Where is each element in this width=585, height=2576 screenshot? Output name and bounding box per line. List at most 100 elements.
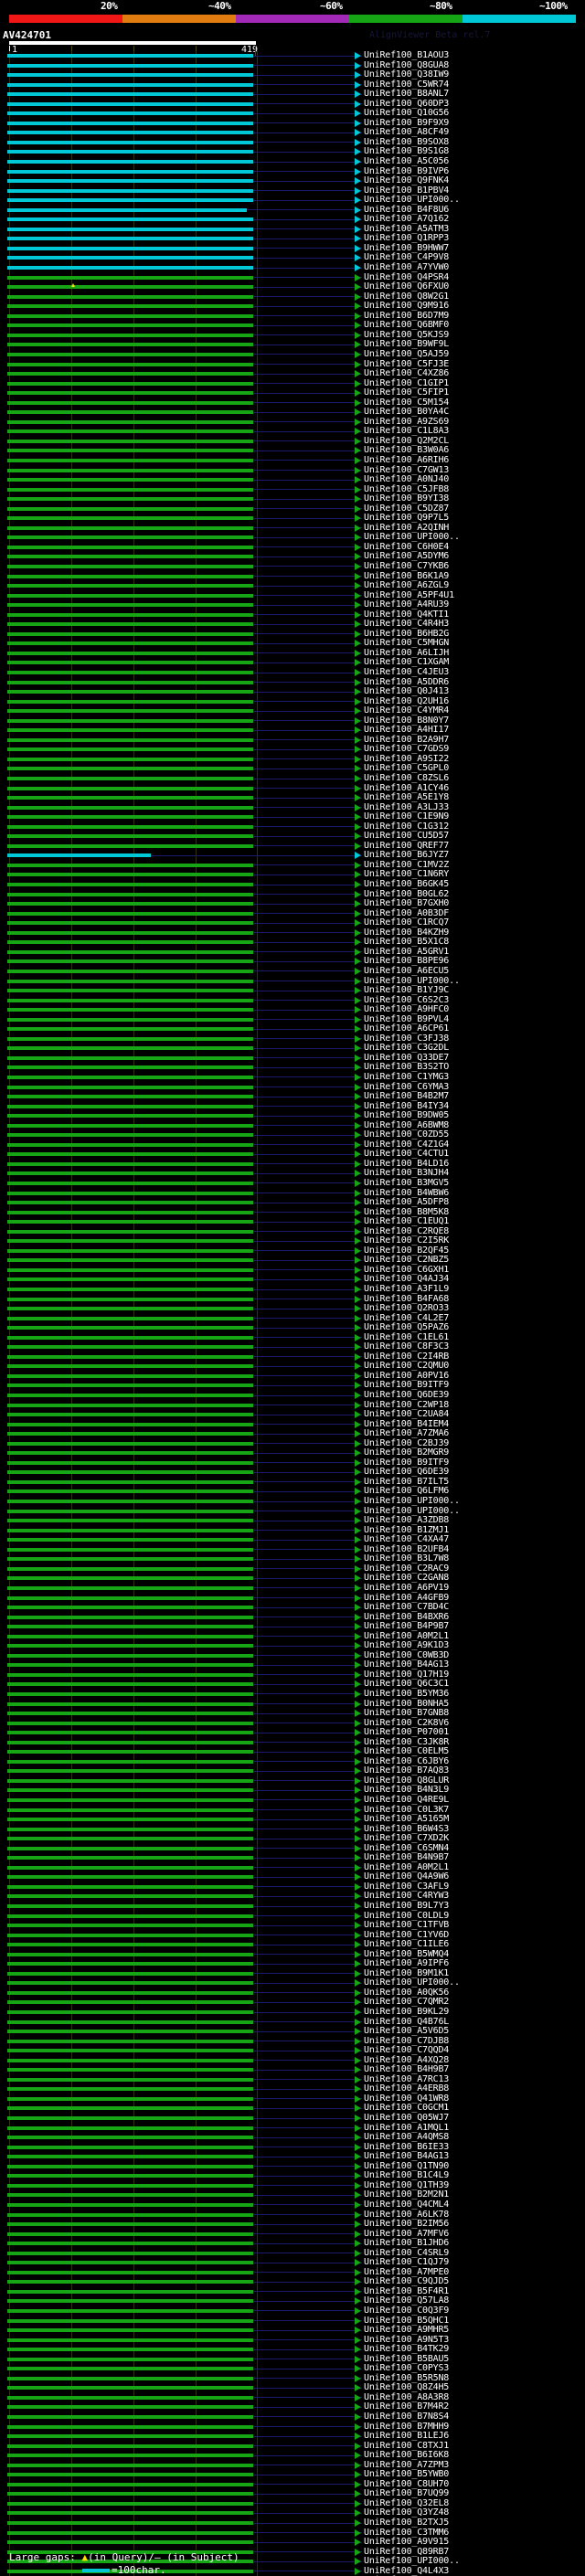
hit-bar[interactable] [7,1017,253,1022]
hit-label[interactable]: UniRef100_Q8GLUR [364,1775,450,1786]
hit-label[interactable]: UniRef100_A5E1Y8 [364,792,450,803]
hit-row[interactable]: UniRef100_B4N3L9 [0,1785,585,1796]
hit-label[interactable]: UniRef100_Q1RPP3 [364,233,450,244]
hit-bar[interactable] [7,140,253,144]
hit-row[interactable]: UniRef100_B5F4R1 [0,2286,585,2297]
hit-row[interactable]: UniRef100_C2QMU0 [0,1361,585,1372]
hit-label[interactable]: UniRef100_C5M154 [364,397,450,408]
hit-bar[interactable] [7,1267,253,1272]
hit-label[interactable]: UniRef100_B8N0Y7 [364,715,450,726]
hit-bar[interactable] [7,487,253,492]
hit-bar[interactable] [7,1171,253,1176]
hit-row[interactable]: UniRef100_B4LD16 [0,1158,585,1170]
hit-row[interactable]: UniRef100_B5X1C8 [0,937,585,948]
hit-row[interactable]: UniRef100_QREF77 [0,841,585,852]
hit-label[interactable]: UniRef100_B9ITF9 [364,1457,450,1468]
hit-bar[interactable] [7,853,151,858]
hit-row[interactable]: UniRef100_C5M154 [0,398,585,408]
hit-bar[interactable] [7,2376,253,2380]
hit-bar[interactable] [7,1500,253,1504]
hit-bar[interactable] [7,718,253,723]
hit-label[interactable]: UniRef100_C0ZD55 [364,1129,450,1140]
hit-label[interactable]: UniRef100_B1ZMJ1 [364,1524,450,1535]
hit-label[interactable]: UniRef100_B8M5K8 [364,1206,450,1217]
hit-bar[interactable] [7,892,253,896]
hit-row[interactable]: UniRef100_C4R4H3 [0,619,585,630]
hit-bar[interactable] [7,400,253,405]
hit-row[interactable]: UniRef100_Q8W2G1 [0,292,585,302]
hit-row[interactable]: UniRef100_A7ZMA6 [0,1428,585,1439]
hit-label[interactable]: UniRef100_B0NHA5 [364,1698,450,1709]
hit-bar[interactable] [7,391,253,396]
hit-row[interactable]: UniRef100_C2GAN8 [0,1573,585,1584]
hit-bar[interactable] [7,419,253,424]
hit-bar[interactable] [7,179,253,184]
hit-row[interactable]: UniRef100_C1YMG3 [0,1072,585,1083]
hit-row[interactable]: UniRef100_A7Q162 [0,214,585,225]
hit-bar[interactable] [7,1759,253,1764]
hit-row[interactable]: UniRef100_B1YJ9C [0,985,585,996]
hit-label[interactable]: UniRef100_C6S2C3 [364,994,450,1005]
hit-label[interactable]: UniRef100_B1C4L9 [364,2170,450,2181]
hit-bar[interactable] [7,612,253,617]
hit-label[interactable]: UniRef100_Q05WJ7 [364,2113,450,2124]
hit-label[interactable]: UniRef100_C1G312 [364,821,450,832]
hit-row[interactable]: UniRef100_B9F9X9 [0,118,585,129]
hit-bar[interactable] [7,2116,253,2121]
hit-bar[interactable] [7,930,253,935]
hit-label[interactable]: UniRef100_C7BD4C [364,1602,450,1613]
hit-label[interactable]: UniRef100_B4AG13 [364,1659,450,1670]
hit-label[interactable]: UniRef100_B1LEJ6 [364,2431,450,2442]
hit-bar[interactable] [7,1557,253,1562]
hit-row[interactable]: UniRef100_B9KL29 [0,2007,585,2018]
hit-label[interactable]: UniRef100_A6ZGL9 [364,580,450,591]
hit-label[interactable]: UniRef100_C2I4RB [364,1351,450,1362]
hit-bar[interactable] [7,2540,253,2545]
hit-label[interactable]: UniRef100_C5FJ3E [364,358,450,369]
hit-row[interactable]: UniRef100_A5DDR6 [0,677,585,688]
hit-bar[interactable] [7,1884,253,1889]
hit-row[interactable]: UniRef100_A8A3R8 [0,2392,585,2403]
hit-bar[interactable] [7,1413,253,1417]
hit-row[interactable]: UniRef100_B2MGR9 [0,1447,585,1458]
hit-row[interactable]: UniRef100_C1G312 [0,822,585,832]
hit-label[interactable]: UniRef100_A4GFB9 [364,1592,450,1603]
hit-bar[interactable] [7,2212,253,2217]
hit-label[interactable]: UniRef100_B0YA4C [364,407,450,418]
hit-label[interactable]: UniRef100_Q2UH16 [364,695,450,706]
hit-row[interactable]: UniRef100_C6S2C3 [0,994,585,1006]
hit-label[interactable]: UniRef100_C6JBY6 [364,1755,450,1766]
hit-label[interactable]: UniRef100_C2NBZ5 [364,1255,450,1266]
hit-row[interactable]: UniRef100_C0LDL9 [0,1910,585,1922]
hit-label[interactable]: UniRef100_C0LDL9 [364,1910,450,1921]
hit-row[interactable]: UniRef100_UPI000.. [0,1506,585,1517]
hit-label[interactable]: UniRef100_A4QMS8 [364,2132,450,2143]
hit-row[interactable]: UniRef100_Q5AJ59 [0,349,585,360]
hit-label[interactable]: UniRef100_A6CP61 [364,1023,450,1034]
hit-row[interactable]: UniRef100_B7AQ83 [0,1765,585,1776]
hit-row[interactable]: UniRef100_A9IPF6 [0,1958,585,1969]
hit-label[interactable]: UniRef100_C0Q3F9 [364,2305,450,2316]
hit-label[interactable]: UniRef100_A0M2L1 [364,1630,450,1641]
hit-row[interactable]: UniRef100_UPI000.. [0,1496,585,1507]
hit-label[interactable]: UniRef100_A0M2L1 [364,1861,450,1872]
hit-bar[interactable] [7,671,253,674]
hit-label[interactable]: UniRef100_A9SI22 [364,753,450,764]
hit-bar[interactable] [7,2337,253,2342]
hit-row[interactable]: UniRef100_B8N0Y7 [0,716,585,726]
hit-bar[interactable] [7,1055,253,1060]
hit-label[interactable]: UniRef100_B6JYZ7 [364,850,450,861]
hit-bar[interactable] [7,525,253,530]
hit-row[interactable]: UniRef100_A7ZPM3 [0,2460,585,2471]
hit-label[interactable]: UniRef100_C5JFB8 [364,483,450,494]
hit-label[interactable]: UniRef100_B4LD16 [364,1158,450,1169]
hit-label[interactable]: UniRef100_A6LIJH [364,647,450,658]
hit-bar[interactable] [7,1509,253,1513]
hit-bar[interactable] [7,352,253,356]
hit-bar[interactable] [7,343,253,347]
hit-label[interactable]: UniRef100_A2QINH [364,522,450,533]
hit-label[interactable]: UniRef100_B7GXH0 [364,898,450,909]
hit-label[interactable]: UniRef100_A7ZMA6 [364,1428,450,1439]
hit-row[interactable]: UniRef100_C8ZSL6 [0,773,585,784]
hit-label[interactable]: UniRef100_C5DZ87 [364,503,450,514]
